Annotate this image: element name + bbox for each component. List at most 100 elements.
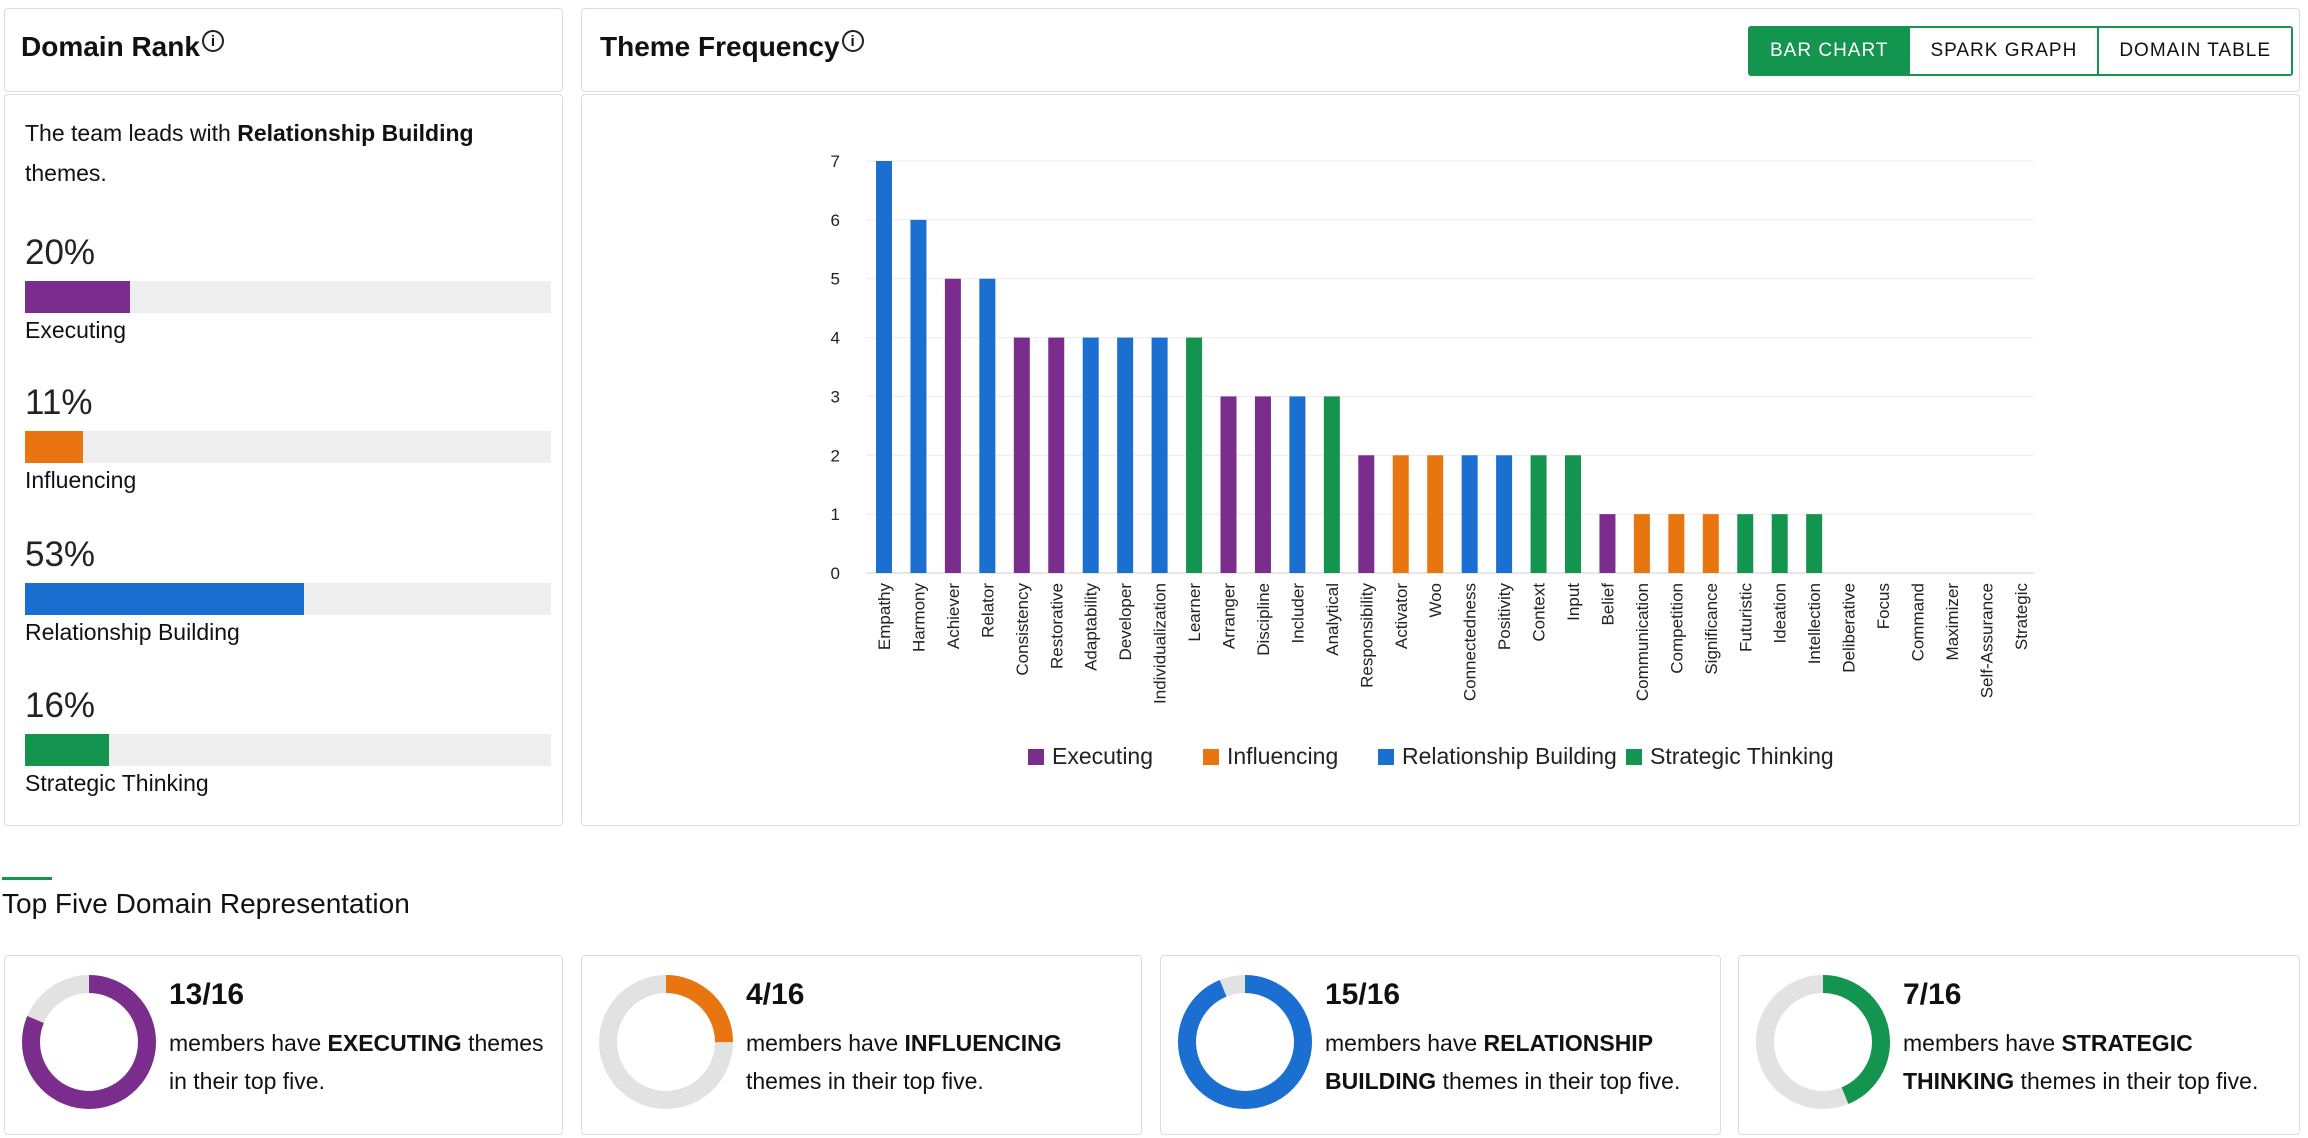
legend-swatch — [1378, 749, 1394, 765]
x-tick-label: Achiever — [944, 583, 963, 649]
legend-label: Executing — [1052, 743, 1153, 769]
summary-prefix: The team leads with — [25, 120, 238, 146]
y-tick-label: 4 — [831, 329, 840, 348]
domain-row-executing: 20% Executing — [25, 231, 551, 344]
x-tick-label: Command — [1909, 583, 1928, 661]
x-tick-label: Communication — [1633, 583, 1652, 701]
domain-percent: 16% — [25, 686, 96, 725]
card-description: members have INFLUENCING themes in their… — [746, 1030, 1062, 1094]
x-tick-label: Futuristic — [1736, 583, 1755, 652]
x-tick-label: Strategic — [2012, 583, 2031, 651]
bar-developer — [1117, 337, 1134, 573]
member-count: 13/16 — [169, 978, 245, 1011]
legend-swatch — [1028, 749, 1044, 765]
bar-includer — [1289, 396, 1306, 573]
x-tick-label: Consistency — [1013, 583, 1032, 676]
bar-empathy — [876, 161, 892, 573]
x-tick-label: Learner — [1185, 583, 1204, 642]
tab-spark-graph[interactable]: SPARK GRAPH — [1908, 28, 2098, 74]
donut-fill — [599, 975, 733, 1109]
bar-discipline — [1254, 396, 1271, 573]
x-tick-label: Deliberative — [1840, 583, 1859, 673]
x-tick-label: Activator — [1392, 583, 1411, 649]
domain-label: Influencing — [25, 467, 137, 493]
top-five-card-influencing: 4/16 members have INFLUENCING themes in … — [581, 955, 1142, 1135]
x-tick-label: Empathy — [875, 583, 894, 651]
y-tick-label: 1 — [831, 505, 840, 524]
x-tick-label: Positivity — [1495, 583, 1514, 651]
bar-input — [1565, 455, 1581, 573]
member-count: 15/16 — [1325, 978, 1401, 1011]
x-tick-label: Input — [1564, 583, 1583, 621]
view-toggle: BAR CHART SPARK GRAPH DOMAIN TABLE — [1748, 26, 2294, 76]
bar-connectedness — [1461, 455, 1478, 573]
card-description: members have STRATEGIC THINKING themes i… — [1903, 1030, 2259, 1094]
theme-frequency-title: Theme Frequency — [600, 31, 840, 62]
info-icon[interactable]: i — [841, 30, 864, 52]
bar-futuristic — [1737, 514, 1754, 573]
summary-suffix: themes. — [25, 160, 107, 186]
donut-chart — [22, 975, 156, 1109]
domain-percent: 11% — [25, 383, 93, 422]
tab-bar-chart[interactable]: BAR CHART — [1750, 28, 1909, 74]
x-tick-label: Competition — [1667, 583, 1686, 674]
bar-arranger — [1220, 396, 1237, 573]
bar-intellection — [1806, 514, 1823, 573]
domain-label: Executing — [25, 317, 127, 343]
theme-frequency-title-wrap: Theme Frequency i — [600, 30, 864, 63]
donut-fill — [1178, 975, 1312, 1109]
y-tick-label: 0 — [831, 564, 840, 583]
bar-individualization — [1151, 337, 1168, 573]
domain-label: Relationship Building — [25, 619, 240, 645]
x-tick-label: Woo — [1426, 583, 1445, 618]
x-tick-label: Adaptability — [1082, 583, 1101, 671]
domain-rank-summary: The team leads with Relationship Buildin… — [25, 113, 545, 193]
domain-label: Strategic Thinking — [25, 770, 209, 796]
x-tick-label: Relator — [978, 583, 997, 638]
domain-rank-panel: The team leads with Relationship Buildin… — [4, 94, 563, 826]
y-tick-label: 7 — [831, 152, 840, 171]
info-icon[interactable]: i — [201, 30, 224, 52]
member-count: 4/16 — [746, 978, 805, 1011]
domain-bar-fill — [25, 734, 110, 766]
card-description: members have RELATIONSHIP BUILDING theme… — [1325, 1030, 1681, 1094]
domain-row-influencing: 11% Influencing — [25, 381, 551, 494]
x-tick-label: Includer — [1288, 583, 1307, 644]
y-tick-label: 6 — [831, 211, 840, 230]
domain-row-strategic-thinking: 16% Strategic Thinking — [25, 684, 551, 797]
x-tick-label: Focus — [1874, 583, 1893, 629]
top-five-card-relationship-building: 15/16 members have RELATIONSHIP BUILDING… — [1160, 955, 1721, 1135]
card-description: members have EXECUTING themes in their t… — [169, 1030, 544, 1094]
x-tick-label: Discipline — [1254, 583, 1273, 656]
x-tick-label: Restorative — [1047, 583, 1066, 669]
legend-label: Relationship Building — [1402, 743, 1617, 769]
bar-context — [1530, 455, 1547, 573]
bar-woo — [1427, 455, 1444, 573]
domain-bar-fill — [25, 583, 304, 615]
x-tick-label: Individualization — [1151, 583, 1170, 704]
bar-activator — [1392, 455, 1409, 573]
x-tick-label: Connectedness — [1461, 583, 1480, 701]
bar-belief — [1599, 514, 1616, 573]
x-tick-label: Arranger — [1220, 583, 1239, 649]
domain-bar-track — [25, 431, 551, 463]
donut-chart — [1756, 975, 1890, 1109]
x-tick-label: Context — [1530, 583, 1549, 642]
y-tick-label: 3 — [831, 387, 840, 406]
bar-significance — [1702, 514, 1719, 573]
donut-chart — [1178, 975, 1312, 1109]
theme-frequency-panel: 0 1 2 3 4 5 6 7 Empathy Harmony Achiever Relator Con… — [581, 94, 2300, 826]
summary-leading-domain: Relationship Building — [237, 120, 474, 146]
x-tick-label: Belief — [1598, 583, 1617, 626]
domain-rank-title-wrap: Domain Rank i — [21, 30, 224, 63]
tab-domain-table[interactable]: DOMAIN TABLE — [2097, 28, 2292, 74]
donut-fill — [22, 975, 156, 1109]
section-accent-rule — [2, 877, 52, 880]
bar-communication — [1633, 514, 1650, 573]
domain-bar-track — [25, 734, 551, 766]
x-tick-label: Self-Assurance — [1977, 583, 1996, 698]
bar-achiever — [944, 278, 961, 573]
legend-label: Influencing — [1227, 743, 1338, 769]
x-tick-label: Harmony — [909, 583, 928, 652]
x-tick-label: Significance — [1702, 583, 1721, 675]
